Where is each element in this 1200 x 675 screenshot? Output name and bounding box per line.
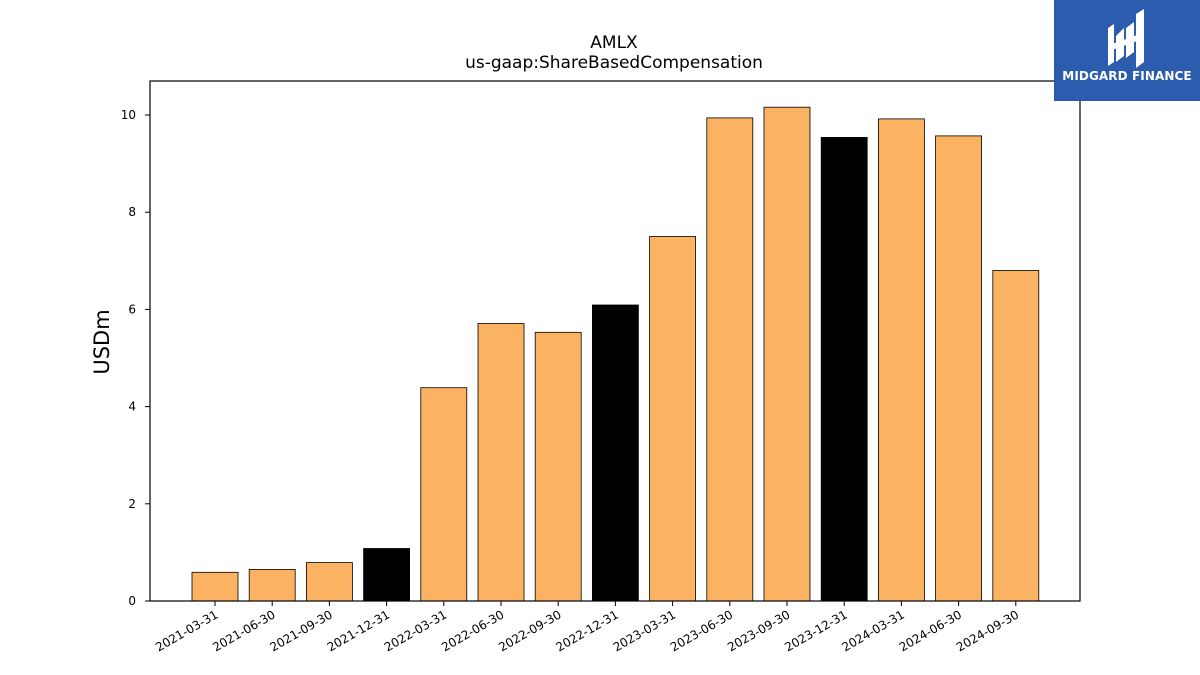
x-tick-label-2021-09-30: 2021-09-30 [267, 607, 334, 654]
y-axis-label: USDm [90, 309, 114, 374]
x-tick-label-2023-09-30: 2023-09-30 [725, 607, 792, 654]
midgard-logo-icon [1108, 9, 1144, 68]
x-tick-label-2021-06-30: 2021-06-30 [210, 607, 277, 654]
y-tick-label: 0 [128, 594, 136, 608]
x-tick-label-2021-03-31: 2021-03-31 [153, 607, 220, 654]
bar-2024-09-30 [992, 270, 1040, 602]
bar-2024-03-31 [878, 118, 925, 602]
bar-2023-09-30 [763, 106, 811, 602]
x-tick-label-2024-03-31: 2024-03-31 [839, 607, 906, 654]
bar-2021-06-30 [248, 569, 296, 602]
brand-name: MIDGARD FINANCE [1062, 69, 1192, 83]
y-tick-label: 8 [128, 205, 136, 219]
bar-2023-06-30 [706, 117, 754, 602]
x-tick-label-2024-06-30: 2024-06-30 [897, 607, 964, 654]
y-tick-label: 6 [128, 302, 136, 316]
x-tick-label-2021-12-31: 2021-12-31 [325, 607, 392, 654]
y-tick-label: 10 [121, 108, 136, 122]
x-tick-label-2022-09-30: 2022-09-30 [496, 607, 563, 654]
bar-2023-03-31 [649, 236, 696, 602]
x-tick-label-2023-12-31: 2023-12-31 [782, 607, 849, 654]
y-tick-label: 2 [128, 497, 136, 511]
x-axis-ticks: 2021-03-312021-06-302021-09-302021-12-31… [153, 601, 1021, 654]
x-tick-label-2022-06-30: 2022-06-30 [439, 607, 506, 654]
bar-2022-09-30 [534, 331, 582, 602]
y-tick-label: 4 [128, 400, 136, 414]
bars-group [191, 106, 1040, 602]
x-tick-label-2024-09-30: 2024-09-30 [954, 607, 1021, 654]
bar-2022-12-31 [592, 304, 639, 602]
brand-logo: MIDGARD FINANCE [1054, 0, 1200, 101]
x-tick-label-2023-03-31: 2023-03-31 [611, 607, 678, 654]
x-tick-label-2022-12-31: 2022-12-31 [553, 607, 620, 654]
plot-frame [149, 80, 1081, 602]
bar-2022-03-31 [420, 387, 468, 602]
bar-2021-09-30 [305, 562, 353, 602]
y-axis-ticks: 0 2 4 6 8 10 [121, 108, 150, 608]
bar-2024-06-30 [935, 135, 982, 602]
bar-2022-06-30 [477, 323, 525, 602]
x-tick-label-2023-06-30: 2023-06-30 [668, 607, 735, 654]
chart-subtitle: us-gaap:ShareBasedCompensation [465, 53, 763, 73]
bar-2021-03-31 [191, 571, 239, 602]
x-tick-label-2022-03-31: 2022-03-31 [382, 607, 449, 654]
bar-2023-12-31 [820, 136, 868, 602]
bar-2021-12-31 [363, 548, 411, 602]
chart-title: AMLX [590, 33, 638, 53]
